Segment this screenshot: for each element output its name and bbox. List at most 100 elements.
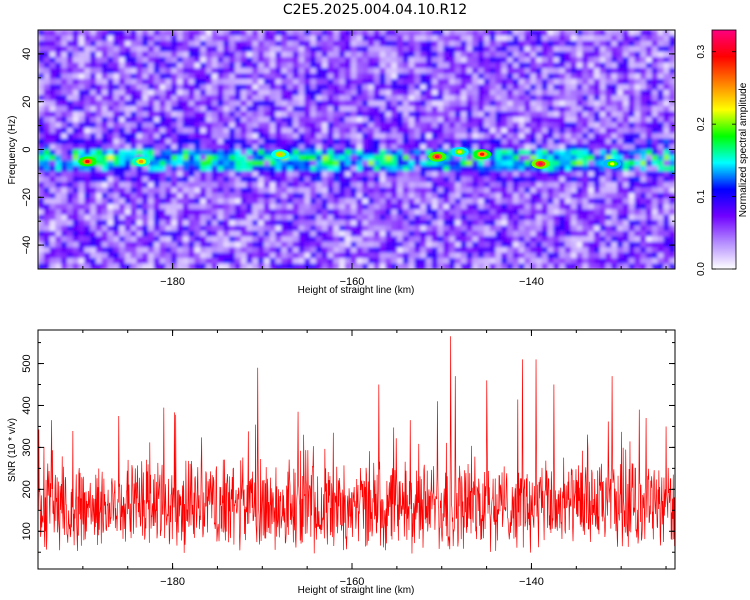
heatmap-cell <box>234 68 242 75</box>
heatmap-cell <box>165 198 172 205</box>
heatmap-cell <box>321 252 329 259</box>
heatmap-cell <box>240 209 248 216</box>
heatmap-cell <box>182 154 190 161</box>
heatmap-cell <box>101 100 109 107</box>
heatmap-cell <box>246 165 253 172</box>
heatmap-cell <box>292 165 300 172</box>
heatmap-cell <box>593 46 601 53</box>
heatmap-cell <box>113 154 120 161</box>
heatmap-cell <box>258 165 265 172</box>
heatmap-cell <box>292 225 300 232</box>
heatmap-cell <box>588 73 595 80</box>
heatmap-cell <box>593 144 601 151</box>
heatmap-cell <box>495 100 502 107</box>
heatmap-cell <box>287 214 294 221</box>
heatmap-cell <box>246 95 253 102</box>
heatmap-cell <box>541 51 549 58</box>
heatmap-cell <box>663 247 670 254</box>
heatmap-cell <box>559 160 566 167</box>
heatmap-cell <box>315 252 323 259</box>
heatmap-cell <box>449 73 456 80</box>
heatmap-cell <box>460 95 468 102</box>
heatmap-cell <box>252 84 259 91</box>
heatmap-cell <box>518 187 526 194</box>
heatmap-cell <box>541 111 549 118</box>
heatmap-cell <box>489 209 497 216</box>
heatmap-cell <box>310 68 317 75</box>
heatmap-cell <box>43 187 51 194</box>
heatmap-cell <box>182 30 190 37</box>
heatmap-cell <box>402 214 410 221</box>
heatmap-cell <box>530 252 537 259</box>
heatmap-cell <box>646 203 653 210</box>
heatmap-cell <box>66 133 74 140</box>
heatmap-cell <box>454 89 462 96</box>
heatmap-cell <box>512 171 520 178</box>
heatmap-cell <box>593 241 601 248</box>
heatmap-cell <box>333 95 340 102</box>
heatmap-cell <box>495 263 502 269</box>
heatmap-cell <box>576 220 583 227</box>
heatmap-cell <box>130 73 138 80</box>
heatmap-cell <box>107 100 114 107</box>
heatmap-cell <box>634 95 641 102</box>
heatmap-cell <box>541 214 549 221</box>
heatmap-cell <box>373 252 381 259</box>
heatmap-cell <box>449 106 456 113</box>
heatmap-cell <box>165 68 172 75</box>
heatmap-cell <box>489 258 497 265</box>
heatmap-cell <box>234 258 242 265</box>
heatmap-cell <box>657 122 665 129</box>
heatmap-cell <box>240 252 248 259</box>
heatmap-cell <box>252 258 259 265</box>
heatmap-cell <box>507 258 514 265</box>
heatmap-cell <box>304 236 311 243</box>
heatmap-cell <box>495 30 502 37</box>
heatmap-cell <box>217 35 224 42</box>
heatmap-cell <box>483 247 491 254</box>
heatmap-cell <box>414 40 421 47</box>
heatmap-cell <box>275 57 282 64</box>
heatmap-cell <box>38 230 45 238</box>
heatmap-cell <box>304 252 311 259</box>
heatmap-cell <box>611 209 618 216</box>
heatmap-cell <box>275 68 282 75</box>
heatmap-cell <box>287 89 294 96</box>
heatmap-cell <box>588 138 595 145</box>
heatmap-cell <box>130 144 138 151</box>
heatmap-cell <box>536 209 543 216</box>
heatmap-cell <box>78 30 85 37</box>
heatmap-cell <box>107 95 114 102</box>
heatmap-cell <box>176 127 184 134</box>
heatmap-cell <box>275 35 282 42</box>
heatmap-cell <box>43 133 51 140</box>
heatmap-cell <box>646 149 653 156</box>
heatmap-cell <box>66 236 74 243</box>
heatmap-cell <box>617 73 624 80</box>
heatmap-cell <box>483 40 491 47</box>
heatmap-cell <box>61 116 68 123</box>
heatmap-cell <box>454 78 462 85</box>
heatmap-cell <box>362 176 369 183</box>
heatmap-cell <box>541 57 549 64</box>
heatmap-cell <box>564 46 572 53</box>
heatmap-cell <box>489 116 497 123</box>
heatmap-cell <box>397 236 404 243</box>
heatmap-cell <box>617 230 624 238</box>
heatmap-cell <box>298 209 305 216</box>
heatmap-cell <box>234 252 242 259</box>
heatmap-cell <box>263 203 271 210</box>
heatmap-cell <box>78 171 85 178</box>
heatmap-cell <box>356 84 363 91</box>
heatmap-cell <box>246 171 253 178</box>
heatmap-cell <box>119 57 126 64</box>
heatmap-cell <box>559 154 566 161</box>
heatmap-cell <box>605 46 612 53</box>
heatmap-cell <box>344 111 352 118</box>
heatmap-cell <box>368 51 375 58</box>
heatmap-cell <box>217 62 224 69</box>
heatmap-cell <box>246 100 253 107</box>
heatmap-cell <box>142 247 149 254</box>
heatmap-cell <box>148 111 155 118</box>
heatmap-cell <box>304 187 311 194</box>
